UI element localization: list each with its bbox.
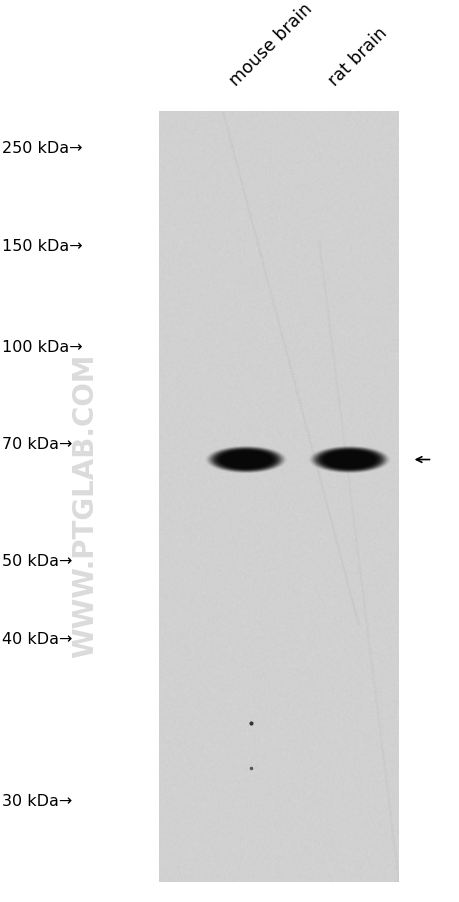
Ellipse shape [312,447,386,473]
Ellipse shape [324,452,374,468]
Text: 40 kDa→: 40 kDa→ [2,631,73,646]
Ellipse shape [336,456,362,465]
Ellipse shape [218,451,273,469]
Ellipse shape [323,451,375,469]
Ellipse shape [309,446,388,474]
Text: rat brain: rat brain [325,24,390,90]
Ellipse shape [314,448,384,472]
Ellipse shape [335,456,363,465]
Text: 30 kDa→: 30 kDa→ [2,794,73,808]
Ellipse shape [225,453,266,467]
Ellipse shape [221,452,270,468]
Text: 70 kDa→: 70 kDa→ [2,437,73,451]
Ellipse shape [315,448,382,472]
Text: mouse brain: mouse brain [226,0,316,90]
Ellipse shape [230,455,261,465]
Ellipse shape [229,455,263,465]
Text: 50 kDa→: 50 kDa→ [2,554,73,568]
Ellipse shape [318,449,380,471]
Text: 100 kDa→: 100 kDa→ [2,340,83,354]
Ellipse shape [215,449,276,471]
Ellipse shape [206,446,285,474]
Ellipse shape [227,454,264,466]
Ellipse shape [224,453,267,467]
Ellipse shape [207,447,284,473]
Ellipse shape [330,454,368,466]
Ellipse shape [212,448,279,472]
Ellipse shape [211,448,280,472]
Ellipse shape [333,455,364,465]
Ellipse shape [219,451,272,469]
Ellipse shape [326,452,372,468]
Text: 250 kDa→: 250 kDa→ [2,141,83,155]
Text: 150 kDa→: 150 kDa→ [2,239,83,253]
Ellipse shape [325,454,372,466]
Ellipse shape [320,450,378,470]
Ellipse shape [217,450,274,470]
Ellipse shape [209,447,282,473]
Ellipse shape [223,452,269,468]
Ellipse shape [329,453,369,467]
Ellipse shape [332,455,366,465]
Ellipse shape [317,449,381,471]
Ellipse shape [213,449,278,471]
Ellipse shape [222,454,269,466]
Ellipse shape [311,447,387,473]
Ellipse shape [321,451,376,469]
Text: WWW.PTGLAB.COM: WWW.PTGLAB.COM [71,353,99,658]
Ellipse shape [231,456,260,465]
Ellipse shape [233,456,258,465]
Ellipse shape [327,453,370,467]
